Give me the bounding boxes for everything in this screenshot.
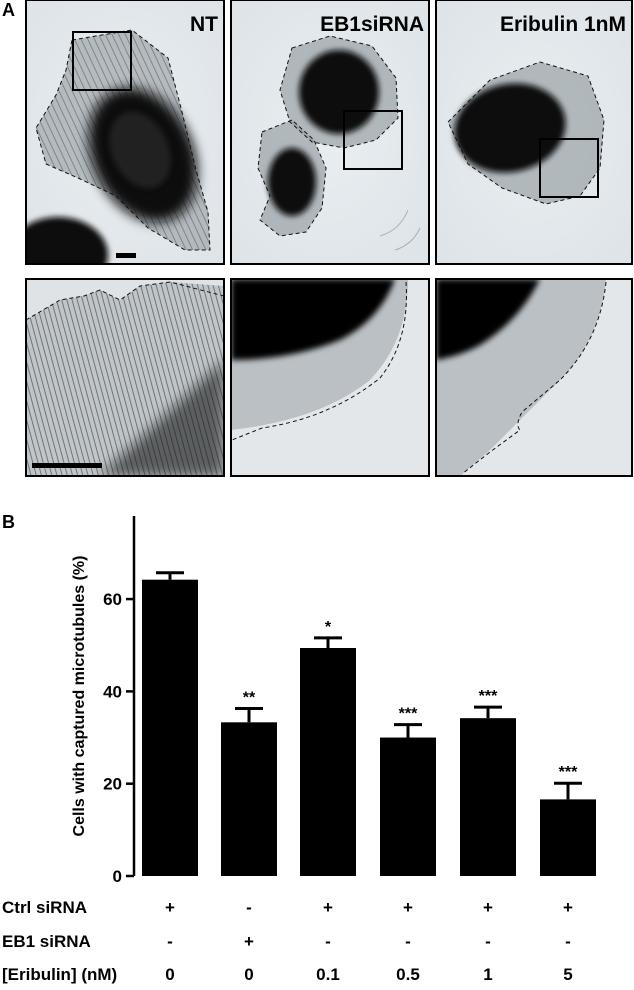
condition-cell: +	[323, 898, 333, 917]
condition-cell: 0	[244, 965, 254, 984]
micrograph-title-eb1sirna: EB1siRNA	[320, 13, 424, 36]
condition-cell: 0.5	[396, 965, 420, 984]
condition-row-label: EB1 siRNA	[2, 932, 91, 951]
y-tick-label: 60	[103, 590, 122, 609]
condition-cell: -	[485, 932, 491, 951]
micrograph-title-nt: NT	[190, 13, 218, 36]
significance-marker: ***	[479, 688, 498, 705]
bar	[460, 718, 516, 876]
y-axis-label: Cells with captured microtubules (%)	[71, 556, 88, 837]
condition-cell: -	[565, 932, 571, 951]
condition-cell: 1	[483, 965, 493, 984]
significance-marker: ***	[399, 706, 418, 723]
bar	[300, 648, 356, 876]
bar	[540, 799, 596, 876]
condition-cell: -	[167, 932, 173, 951]
y-tick-label: 40	[103, 682, 122, 701]
condition-cell: 5	[563, 965, 573, 984]
condition-row-label: [Eribulin] (nM)	[2, 965, 118, 984]
significance-marker: **	[243, 689, 256, 706]
micrograph-title-eribulin: Eribulin 1nM	[500, 13, 626, 36]
condition-cell: 0	[165, 965, 175, 984]
micrograph-eb1sirna: EB1siRNA	[231, 0, 429, 264]
micrograph-eb1sirna-zoom	[231, 279, 429, 476]
micrograph-eribulin-zoom	[436, 279, 632, 476]
significance-marker: ***	[559, 764, 578, 781]
condition-cell: +	[563, 898, 573, 917]
micrograph-nt: NT	[26, 0, 224, 264]
condition-row-label: Ctrl siRNA	[2, 898, 88, 917]
bar-chart: 0 20 40 60 Cells with captured microtubules …	[71, 516, 596, 886]
condition-cell: +	[244, 932, 254, 951]
condition-cell: 0.1	[316, 965, 340, 984]
condition-cell: -	[405, 932, 411, 951]
micrograph-eribulin: Eribulin 1nM	[436, 0, 632, 264]
condition-row: Ctrl siRNA + - + + + +	[0, 896, 634, 920]
y-tick-label: 20	[103, 775, 122, 794]
panel-a-label: A	[2, 0, 15, 20]
condition-row: [Eribulin] (nM) 0 0 0.1 0.5 1 5	[0, 963, 634, 987]
condition-row: EB1 siRNA - + - - - -	[0, 930, 634, 954]
condition-cell: +	[403, 898, 413, 917]
condition-cell: +	[483, 898, 493, 917]
panel-b-label: B	[2, 512, 15, 532]
bar	[380, 737, 436, 876]
condition-cell: +	[165, 898, 175, 917]
bar	[142, 579, 198, 876]
condition-cell: -	[246, 898, 252, 917]
bar	[221, 722, 277, 876]
condition-cell: -	[325, 932, 331, 951]
y-tick-label: 0	[113, 867, 122, 886]
micrograph-grid: NT EB1siRNA Eribulin 1nM	[25, 0, 633, 477]
micrograph-nt-zoom	[26, 279, 224, 476]
significance-marker: *	[325, 619, 332, 636]
